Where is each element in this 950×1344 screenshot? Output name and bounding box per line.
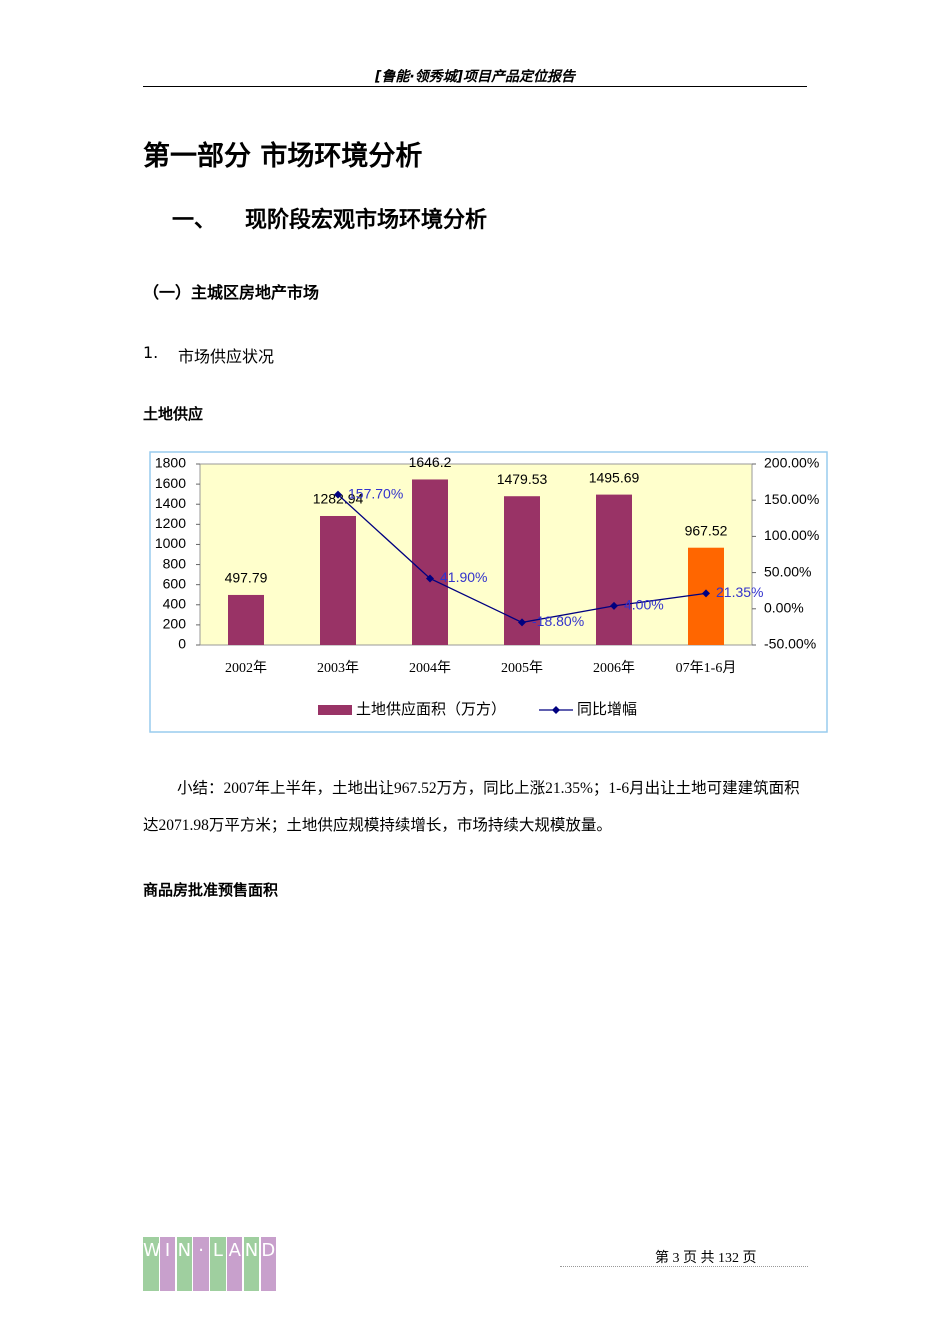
y2-tick-label: 150.00% [764, 491, 819, 507]
logo-letter: D [260, 1237, 277, 1291]
logo-letter: · [193, 1237, 209, 1291]
item-number: 1. [143, 343, 159, 362]
subsection-number: 一、 [172, 208, 217, 233]
subsubsection-title: （一）主城区房地产市场 [143, 283, 320, 302]
line-marker [702, 589, 710, 598]
page-number: 第 3 页 共 132 页 [655, 1251, 757, 1266]
logo: W I N · L A N D [143, 1237, 277, 1291]
logo-letter: N [243, 1237, 260, 1291]
line-value-label: 41.90% [440, 569, 487, 585]
y-tick-label: 0 [178, 636, 186, 652]
line-marker [426, 574, 434, 583]
header-rule [143, 86, 807, 87]
bar [596, 494, 632, 645]
y-tick-label: 1800 [155, 455, 186, 471]
bar [228, 594, 264, 645]
y-tick-label: 600 [163, 575, 187, 591]
bar [412, 479, 448, 645]
chart-heading: 土地供应 [143, 405, 204, 423]
y-tick-label: 400 [163, 595, 187, 611]
bar [688, 547, 724, 645]
y-tick-label: 1200 [155, 515, 186, 531]
y2-tick-label: 200.00% [764, 455, 819, 471]
line [337, 494, 707, 624]
x-tick-label: 2004年 [409, 660, 451, 676]
x-tick-label: 07年1-6月 [676, 660, 737, 676]
bar-value-label: 1495.69 [589, 469, 640, 485]
bar-value-label: 497.79 [225, 570, 268, 586]
bar-value-label: 1282.94 [313, 491, 364, 507]
bar-value-label: 967.52 [685, 522, 728, 538]
logo-letter: I [159, 1237, 176, 1291]
footer-rule [560, 1266, 808, 1267]
line-value-label: 4.00% [624, 597, 664, 613]
line-value-label: 21.35% [716, 584, 763, 600]
y-tick-label: 200 [163, 616, 187, 632]
summary: 小结：2007年上半年，土地出让967.52万方，同比上涨21.35%；1-6月… [143, 780, 800, 834]
legend-swatch [552, 706, 560, 714]
bar [504, 496, 540, 645]
logo-letter: A [226, 1237, 243, 1291]
y2-tick-label: 100.00% [764, 527, 819, 543]
header-title: [鲁能·领秀城]项目产品定位报告 [374, 69, 576, 85]
y-tick-label: 1000 [155, 535, 186, 551]
logo-letter: W [143, 1237, 161, 1291]
line-marker [334, 490, 342, 499]
section-title: 第一部分 市场环境分析 [143, 141, 423, 172]
line-marker [518, 618, 526, 627]
y-tick-label: 1400 [155, 495, 186, 511]
legend-swatch [318, 705, 352, 715]
line-value-label: 157.70% [348, 485, 403, 501]
y-tick-label: 800 [163, 555, 187, 571]
logo-letter: N [176, 1237, 193, 1291]
y2-tick-label: 0.00% [764, 600, 804, 616]
x-tick-label: 2003年 [317, 660, 359, 676]
legend-label: 土地供应面积（万方） [356, 700, 506, 718]
item-title: 市场供应状况 [178, 347, 275, 366]
plot-area [199, 463, 753, 646]
bar-value-label: 1646.2 [409, 454, 452, 470]
y-tick-label: 1600 [155, 475, 186, 491]
y2-tick-label: -50.00% [764, 636, 816, 652]
line-marker [610, 601, 618, 610]
y2-tick-label: 50.00% [764, 563, 811, 579]
chart: 0 200 400 600 800 1000 1200 1400 1600 1800 -50.00%… [149, 451, 828, 733]
chart-frame [149, 451, 828, 733]
line-value-label: -18.80% [532, 613, 584, 629]
bar [320, 515, 356, 645]
next-heading: 商品房批准预售面积 [143, 881, 279, 899]
bar-value-label: 1479.53 [497, 471, 548, 487]
subsection-title: 现阶段宏观市场环境分析 [245, 208, 488, 233]
legend-label: 同比增幅 [577, 701, 637, 718]
x-tick-label: 2002年 [225, 660, 267, 676]
x-tick-label: 2005年 [501, 660, 543, 676]
x-tick-label: 2006年 [593, 660, 635, 676]
logo-letter: L [210, 1237, 226, 1291]
